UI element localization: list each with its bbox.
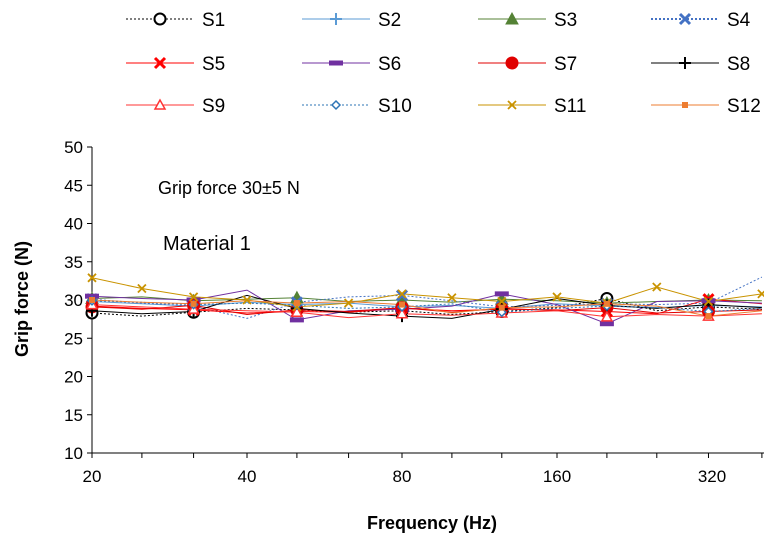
point-s12 bbox=[293, 300, 300, 307]
x-axis-title: Frequency (Hz) bbox=[367, 513, 497, 533]
legend: S1 S2 S3 S4 S5 S6 S7 S8 S9 S10 S11 S12 bbox=[126, 10, 761, 117]
legend-marker bbox=[505, 11, 519, 25]
point-s11 bbox=[447, 293, 457, 303]
legend-label: S12 bbox=[727, 96, 761, 117]
legend-marker bbox=[329, 60, 343, 66]
legend-marker bbox=[507, 100, 517, 110]
legend-marker bbox=[330, 99, 342, 111]
y-tick-label: 20 bbox=[64, 368, 83, 387]
point-s11 bbox=[242, 295, 252, 305]
point-s11 bbox=[188, 292, 199, 302]
y-tick-label: 25 bbox=[64, 329, 83, 348]
point-s9 bbox=[290, 305, 304, 317]
y-tick-label: 35 bbox=[64, 253, 83, 272]
legend-label: S10 bbox=[378, 96, 412, 117]
y-tick-label: 10 bbox=[64, 444, 83, 463]
legend-item-s5: S5 bbox=[126, 54, 225, 75]
x-tick-label: 80 bbox=[393, 467, 412, 486]
series-lines bbox=[91, 276, 763, 325]
y-axis-ticks: 10 15 20 25 30 35 40 45 50 bbox=[64, 138, 92, 463]
annotation-grip-force: Grip force 30±5 N bbox=[158, 178, 300, 198]
point-s11 bbox=[137, 283, 147, 294]
y-tick-label: 30 bbox=[64, 291, 83, 310]
series-line-s6 bbox=[91, 289, 762, 325]
series-line-s10 bbox=[91, 300, 762, 313]
point-s12 bbox=[399, 301, 405, 308]
legend-marker bbox=[153, 98, 167, 110]
legend-item-s2: S2 bbox=[302, 10, 401, 31]
legend-label: S11 bbox=[554, 96, 586, 117]
x-tick-label: 20 bbox=[83, 467, 102, 486]
x-axis-ticks: 20 40 80 160 320 bbox=[83, 453, 763, 486]
series-line-s9 bbox=[91, 304, 762, 319]
legend-marker bbox=[678, 12, 692, 26]
legend-item-s12: S12 bbox=[651, 96, 761, 117]
point-s11 bbox=[552, 292, 562, 302]
series-line-s8 bbox=[91, 294, 762, 319]
legend-label: S6 bbox=[378, 54, 401, 75]
point-s11 bbox=[497, 296, 507, 307]
x-tick-label: 160 bbox=[543, 467, 571, 486]
point-s12 bbox=[603, 300, 610, 307]
legend-marker bbox=[679, 57, 691, 69]
point-s4 bbox=[395, 289, 409, 302]
series-line-s4 bbox=[91, 276, 763, 319]
legend-label: S7 bbox=[554, 54, 577, 75]
point-s6 bbox=[289, 317, 304, 323]
point-s11 bbox=[703, 296, 714, 307]
annotation-material: Material 1 bbox=[163, 233, 251, 255]
x-tick-label: 320 bbox=[698, 467, 726, 486]
legend-label: S1 bbox=[202, 10, 225, 31]
legend-item-s10: S10 bbox=[302, 96, 412, 117]
series-line-s11 bbox=[91, 277, 762, 308]
legend-item-s9: S9 bbox=[126, 96, 225, 117]
legend-item-s1: S1 bbox=[126, 10, 225, 31]
x-tick-label: 40 bbox=[238, 467, 257, 486]
legend-label: S2 bbox=[378, 10, 401, 31]
point-s11 bbox=[652, 282, 662, 292]
series-markers bbox=[85, 273, 764, 327]
plot-area: 10 15 20 25 30 35 40 45 50 20 40 80 160 320 bbox=[64, 138, 764, 486]
point-s9 bbox=[600, 310, 614, 322]
series-line-s12 bbox=[91, 299, 762, 317]
legend-marker bbox=[330, 13, 342, 25]
legend-label: S9 bbox=[202, 96, 225, 117]
legend-item-s7: S7 bbox=[478, 54, 577, 75]
legend-label: S5 bbox=[202, 54, 225, 75]
point-s11 bbox=[343, 298, 354, 308]
point-s11 bbox=[757, 289, 764, 299]
legend-item-s6: S6 bbox=[302, 54, 401, 75]
point-s12 bbox=[705, 313, 712, 320]
point-s11 bbox=[397, 289, 407, 299]
y-tick-label: 15 bbox=[64, 406, 83, 425]
legend-marker bbox=[682, 102, 688, 108]
y-tick-label: 40 bbox=[64, 215, 83, 234]
legend-marker bbox=[505, 56, 519, 70]
legend-item-s11: S11 bbox=[478, 96, 586, 117]
point-s12 bbox=[190, 300, 197, 307]
point-s12 bbox=[89, 297, 95, 303]
point-s6 bbox=[599, 321, 614, 327]
series-line-s3 bbox=[91, 296, 762, 304]
legend-label: S3 bbox=[554, 10, 577, 31]
legend-label: S4 bbox=[727, 10, 751, 31]
legend-item-s8: S8 bbox=[651, 54, 750, 75]
legend-marker bbox=[153, 56, 167, 70]
y-tick-label: 45 bbox=[64, 176, 83, 195]
legend-label: S8 bbox=[727, 54, 750, 75]
point-s12 bbox=[498, 304, 505, 311]
point-s11 bbox=[87, 273, 97, 283]
series-line-s7 bbox=[91, 304, 762, 316]
legend-item-s4: S4 bbox=[651, 10, 751, 31]
y-axis-title: Grip force (N) bbox=[12, 241, 32, 357]
legend-item-s3: S3 bbox=[478, 10, 577, 31]
y-tick-label: 50 bbox=[64, 138, 83, 157]
point-s9 bbox=[395, 307, 409, 319]
point-s6 bbox=[494, 291, 509, 297]
legend-marker bbox=[153, 12, 167, 26]
